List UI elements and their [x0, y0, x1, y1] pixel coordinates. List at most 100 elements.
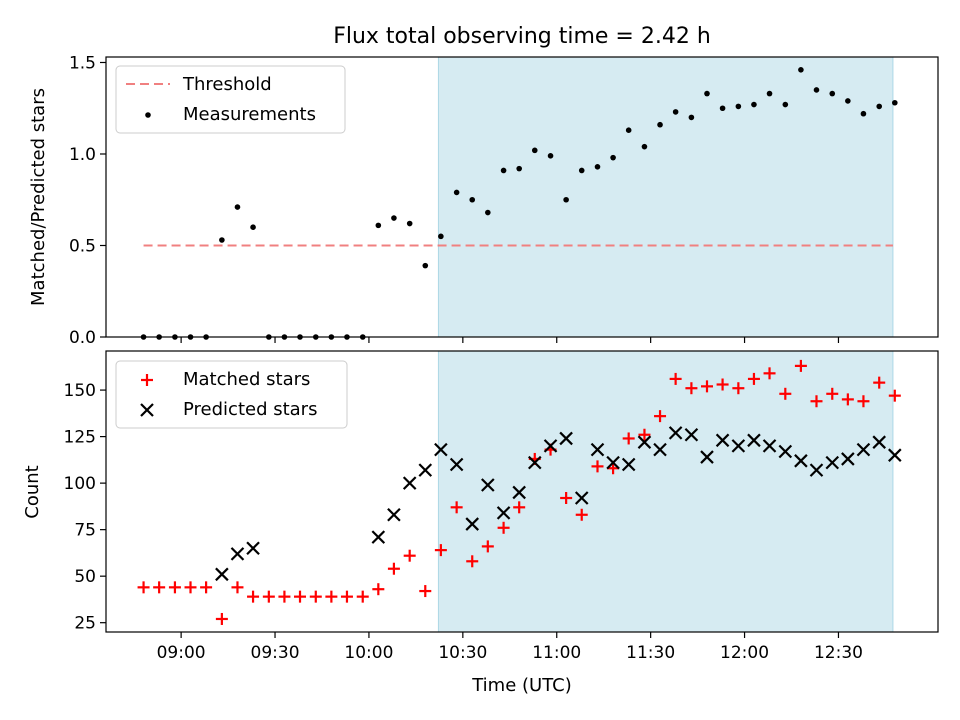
bottom-legend-frame [115, 360, 348, 429]
matched-star-point [340, 590, 353, 603]
predicted-star-point [621, 457, 636, 472]
matched-star-point [841, 393, 854, 406]
measurement-point [391, 215, 397, 221]
top-legend: Threshold Measurements [115, 65, 346, 134]
predicted-star-point [637, 435, 652, 449]
matched-star-point [607, 462, 620, 475]
matched-star-point [513, 501, 526, 514]
top-legend-frame [115, 65, 346, 134]
predicted-star-point [590, 442, 605, 457]
y-tick-label: 0.5 [69, 236, 96, 256]
measurement-point [453, 189, 460, 196]
measurement-point [860, 110, 867, 117]
predicted-star-point [496, 506, 511, 520]
matched-star-point [231, 581, 244, 594]
matched-star-point [325, 590, 338, 603]
measurement-point [485, 209, 491, 216]
y-tick-label: 125 [64, 428, 96, 448]
matched-star-point [497, 521, 510, 534]
x-tick-label: 10:00 [344, 643, 393, 663]
predicted-star-point [465, 517, 480, 531]
predicted-star-point [841, 452, 855, 466]
predicted-star-point [825, 455, 840, 470]
matched-star-point [466, 555, 479, 568]
matched-star-point [794, 359, 807, 372]
matched-star-point [716, 378, 729, 391]
measurement-point [892, 99, 898, 106]
predicted-star-point [230, 547, 245, 561]
predicted-star-point [449, 457, 464, 472]
matched-star-point [810, 395, 823, 408]
matched-star-point [779, 387, 792, 400]
legend-predicted-swatch [140, 403, 154, 417]
x-tick-label: 11:30 [626, 643, 675, 663]
measurement-point [516, 165, 522, 172]
predicted-star-point [809, 463, 824, 477]
predicted-star-point [246, 541, 260, 556]
measurement-point [406, 220, 413, 227]
measurement-point [688, 114, 695, 121]
measurement-point [375, 222, 382, 229]
predicted-star-point [434, 442, 448, 457]
y-tick-label: 100 [64, 474, 96, 494]
matched-star-point [294, 590, 307, 603]
matched-star-point [278, 590, 291, 603]
matched-star-point [372, 583, 385, 596]
top-panel: 0.0 0.5 1.0 1.5 Matched/Predicted stars Thr… [28, 53, 939, 348]
matched-star-point [262, 590, 275, 603]
measurement-point [766, 90, 773, 97]
matched-star-point [685, 382, 698, 395]
top-axes-frame [105, 56, 939, 338]
measurement-point [578, 167, 585, 174]
measurement-point [219, 237, 225, 243]
bottom-x-ticks: 09:00 09:30 10:00 10:30 11:00 11:30 12:00 12:30 [157, 632, 863, 663]
predicted-star-point [481, 478, 495, 492]
measurement-point [798, 67, 804, 73]
predicted-star-point [684, 427, 699, 442]
measurement-point [704, 90, 710, 97]
measurement-point [422, 262, 429, 269]
predicted-star-point [794, 454, 808, 468]
y-tick-label: 0.0 [69, 328, 96, 348]
x-tick-label: 12:30 [814, 643, 863, 663]
measurement-point [876, 103, 883, 110]
predicted-star-point [778, 444, 793, 459]
x-tick-label: 12:00 [720, 643, 769, 663]
measurement-point [641, 143, 648, 150]
matched-star-point [168, 581, 181, 594]
predicted-star-point [715, 433, 730, 448]
matched-star-point [575, 508, 588, 521]
predicted-star-point [762, 439, 777, 453]
predicted-star-point [387, 507, 401, 522]
matched-star-point [873, 376, 886, 389]
matched-star-point [434, 544, 447, 557]
y-tick-label: 1.0 [69, 145, 96, 165]
predicted-star-point [402, 476, 417, 490]
predicted-star-point [559, 431, 573, 446]
measurement-point [735, 103, 742, 110]
predicted-star-point [543, 439, 558, 453]
y-tick-label: 50 [74, 567, 96, 587]
predicted-star-point [606, 455, 620, 470]
bottom-y-label: Count [22, 465, 43, 518]
bottom-panel: 25 50 75 100 125 150 09:00 09:30 10:00 10:30 11:0… [22, 350, 939, 696]
predicted-star-point [215, 567, 229, 582]
top-x-ticks [180, 337, 840, 343]
top-y-label: Matched/Predicted stars [28, 88, 49, 306]
matched-star-point [419, 585, 432, 598]
measurement-point [563, 196, 569, 203]
count-points [137, 359, 902, 625]
legend-predicted-label: Predicted stars [183, 399, 317, 420]
y-tick-label: 75 [74, 521, 96, 541]
matched-star-point [403, 549, 416, 562]
measurement-point [672, 109, 679, 115]
measurement-point [719, 105, 726, 112]
predicted-star-point [747, 433, 761, 448]
matched-star-point [200, 581, 213, 594]
y-tick-label: 1.5 [69, 53, 96, 73]
predicted-star-point [527, 455, 542, 470]
predicted-star-point [700, 450, 714, 464]
legend-threshold-label: Threshold [182, 74, 272, 95]
measurement-point [531, 147, 538, 154]
